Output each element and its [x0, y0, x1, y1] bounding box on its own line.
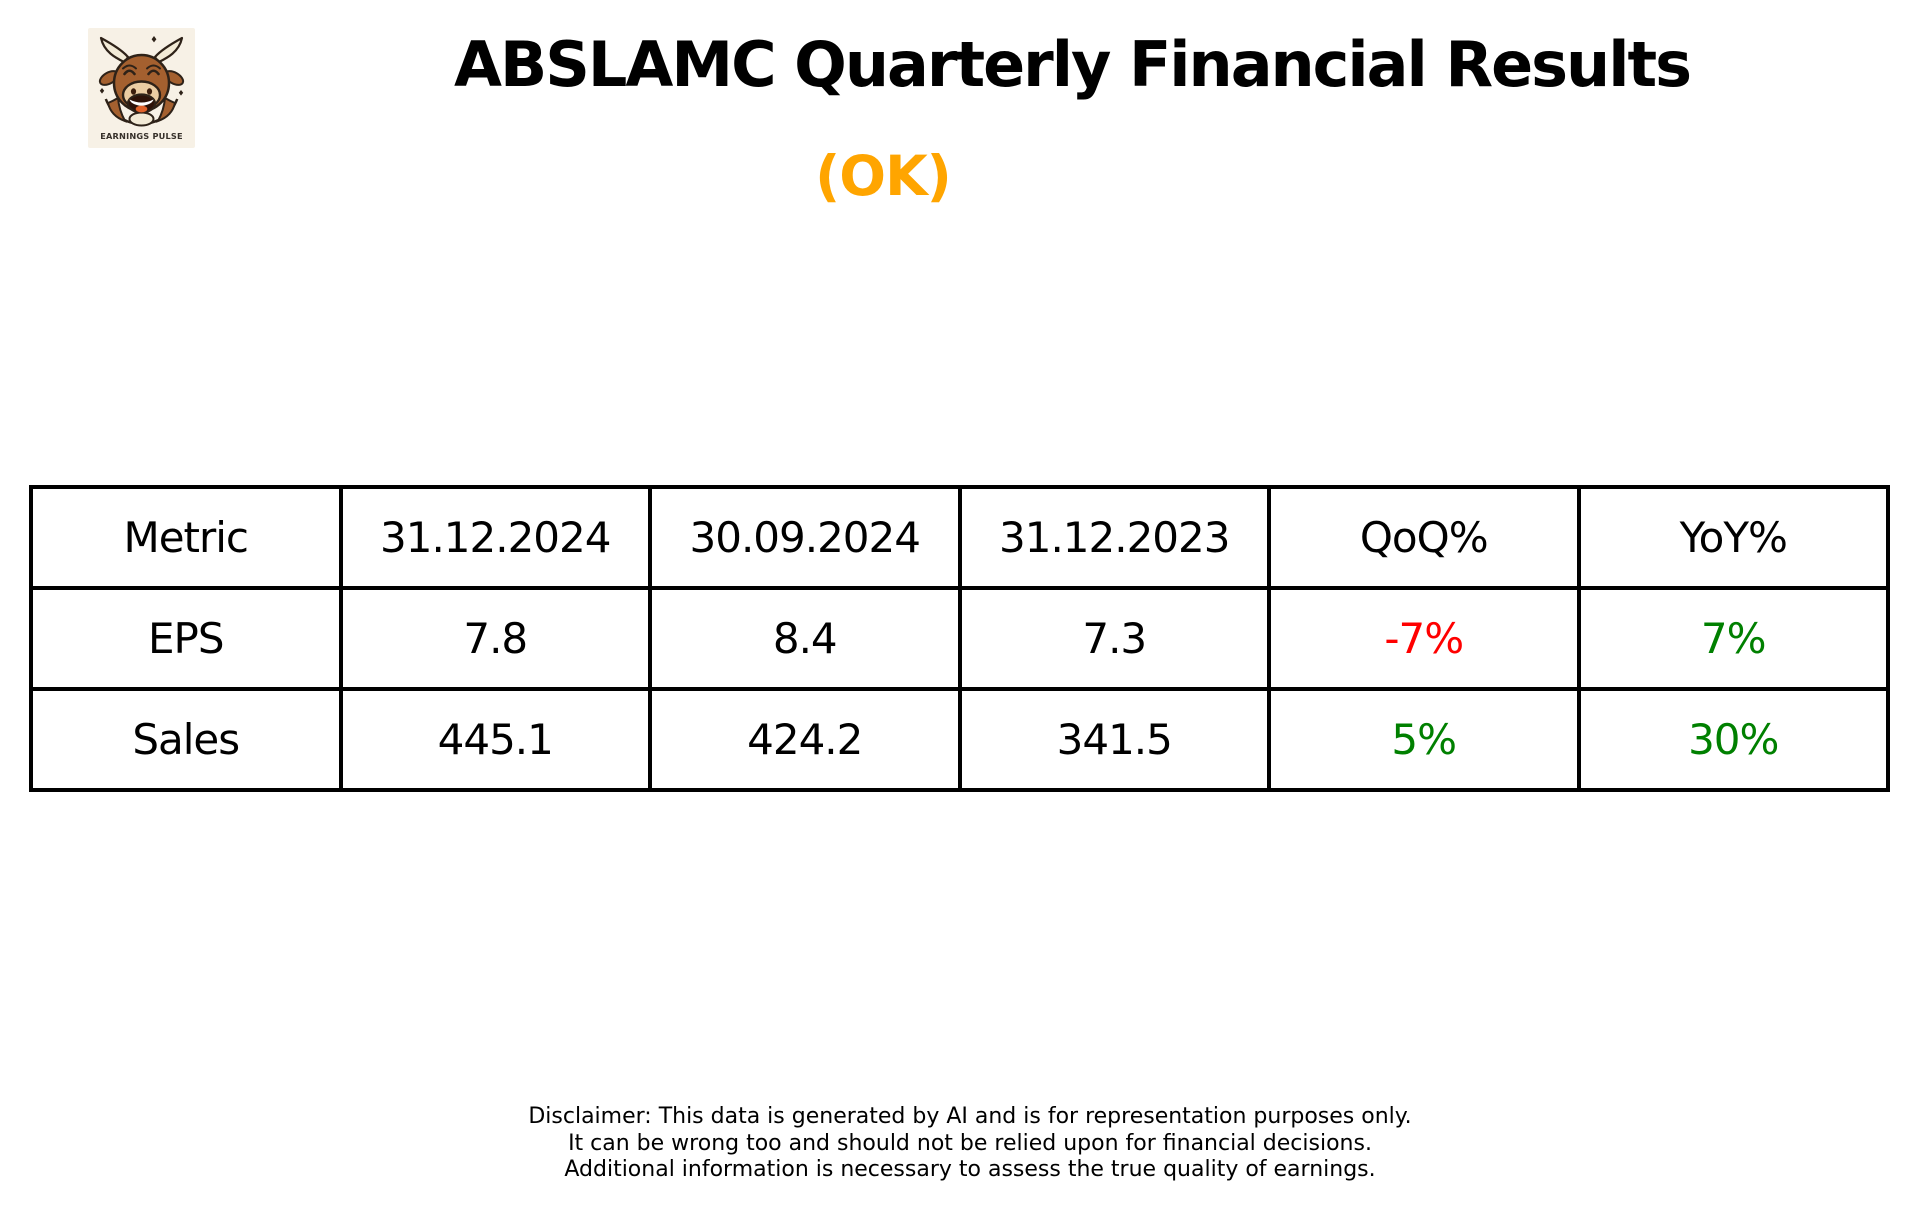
table-header-row: Metric 31.12.2024 30.09.2024 31.12.2023 … — [29, 485, 1890, 590]
bull-mascot-icon: EARNINGS PULSE — [88, 28, 195, 148]
qoq-change-cell: 5% — [1267, 687, 1581, 792]
col-header-q-yearago: 31.12.2023 — [957, 485, 1271, 590]
value-cell: 7.3 — [957, 586, 1271, 691]
qoq-change-cell: -7% — [1267, 586, 1581, 691]
disclaimer-line: It can be wrong too and should not be re… — [568, 1130, 1372, 1156]
disclaimer-line: Disclaimer: This data is generated by AI… — [528, 1104, 1412, 1129]
metric-name-cell: EPS — [29, 586, 343, 691]
table-row-sales: Sales 445.1 424.2 341.5 5% 30% — [29, 687, 1890, 792]
col-header-qoq: QoQ% — [1267, 485, 1581, 590]
col-header-yoy: YoY% — [1576, 485, 1890, 590]
col-header-metric: Metric — [29, 485, 343, 590]
verdict-badge: (OK) — [815, 144, 952, 208]
col-header-q-previous: 30.09.2024 — [648, 485, 962, 590]
brand-logo: EARNINGS PULSE — [88, 28, 195, 148]
yoy-change-cell: 30% — [1576, 687, 1890, 792]
financial-results-table: Metric 31.12.2024 30.09.2024 31.12.2023 … — [29, 485, 1890, 792]
metric-name-cell: Sales — [29, 687, 343, 792]
disclaimer: Disclaimer: This data is generated by AI… — [20, 1104, 1919, 1184]
disclaimer-line: Additional information is necessary to a… — [564, 1157, 1376, 1182]
value-cell: 445.1 — [338, 687, 652, 792]
value-cell: 341.5 — [957, 687, 1271, 792]
col-header-q-current: 31.12.2024 — [338, 485, 652, 590]
brand-name: EARNINGS PULSE — [100, 131, 183, 141]
value-cell: 8.4 — [648, 586, 962, 691]
table-row-eps: EPS 7.8 8.4 7.3 -7% 7% — [29, 586, 1890, 691]
value-cell: 424.2 — [648, 687, 962, 792]
page-title: ABSLAMC Quarterly Financial Results — [454, 28, 1692, 101]
value-cell: 7.8 — [338, 586, 652, 691]
yoy-change-cell: 7% — [1576, 586, 1890, 691]
